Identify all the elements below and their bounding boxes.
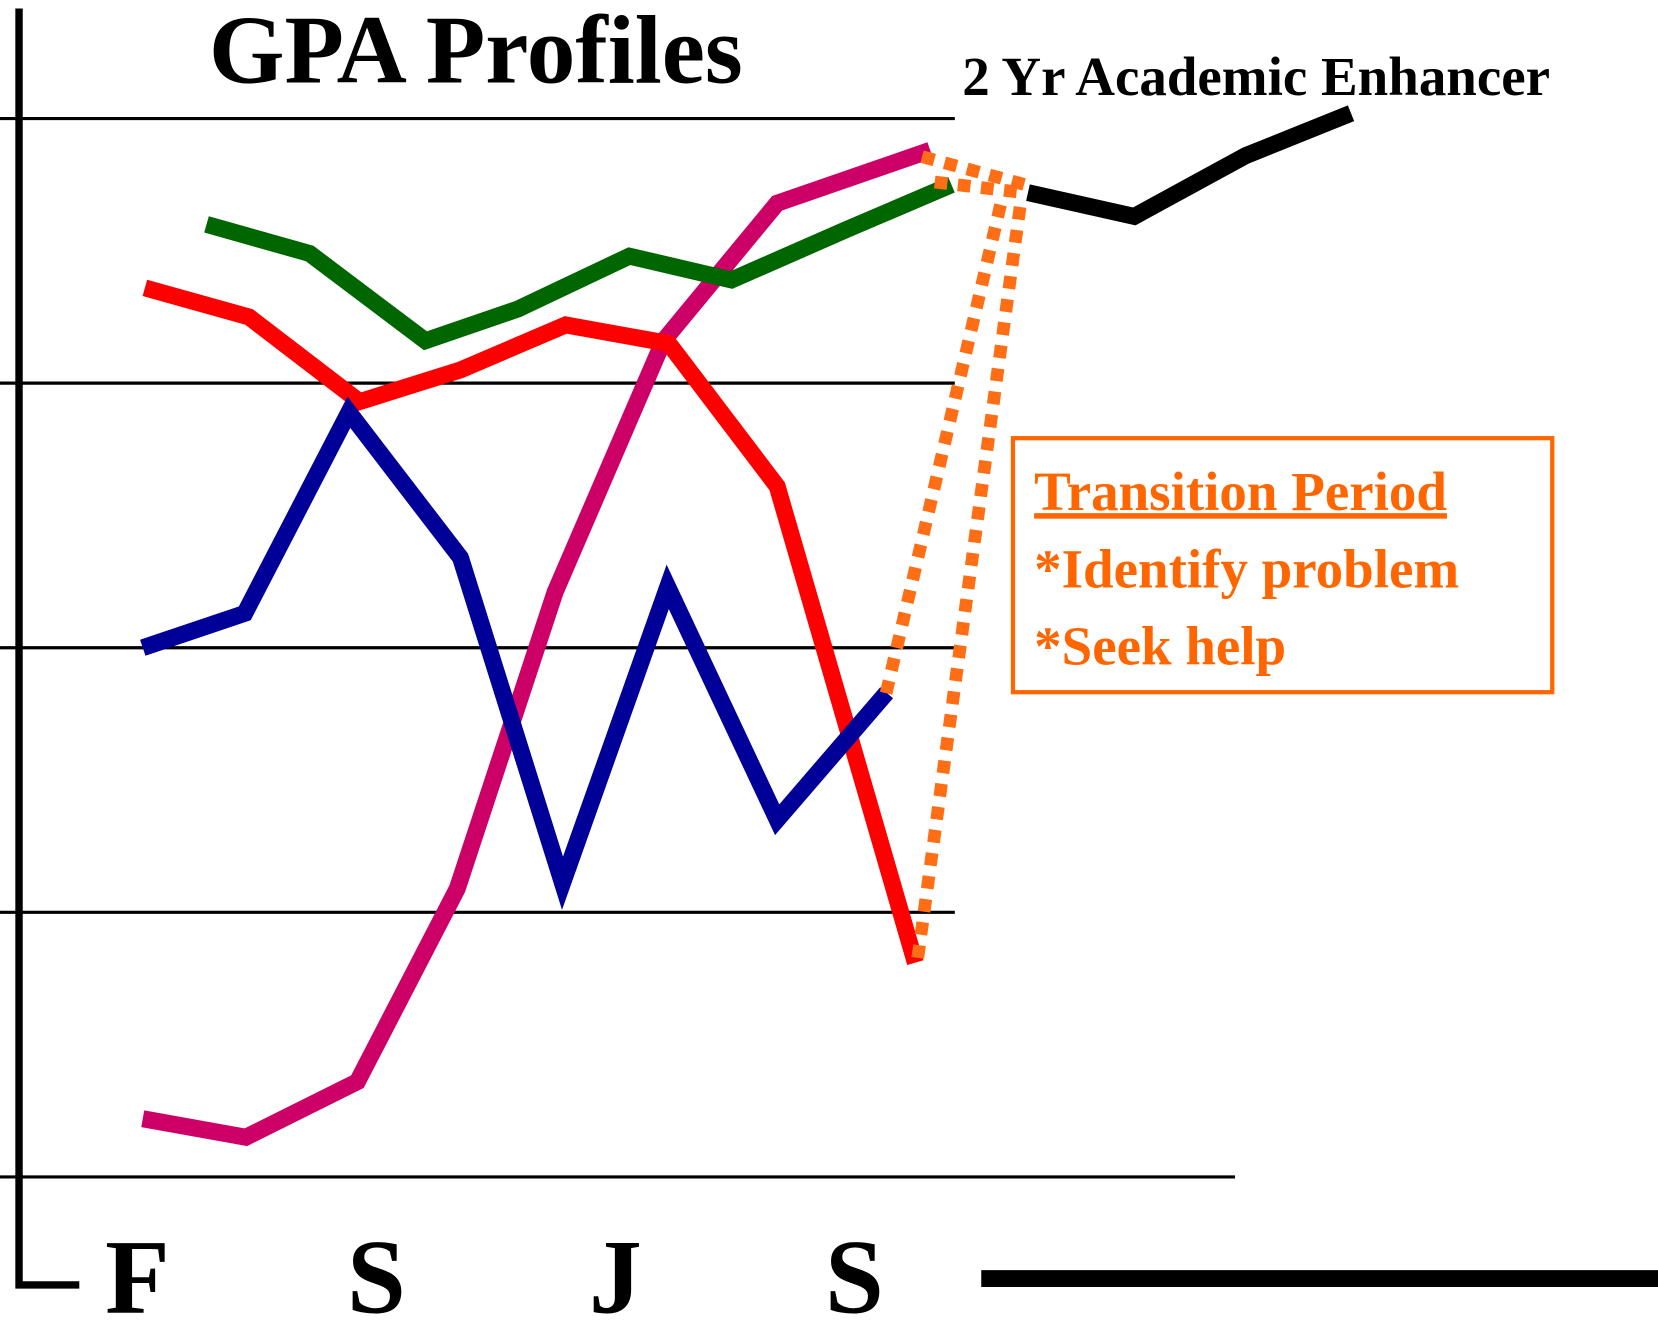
- connector: [920, 150, 1033, 193]
- annotation-line: *Identify problem: [1034, 538, 1459, 599]
- chart-title: GPA Profiles: [209, 0, 743, 105]
- series-line: [1026, 105, 1355, 226]
- annotation-line: *Seek help: [1034, 616, 1286, 677]
- connector: [879, 195, 1009, 695]
- connector: [911, 196, 1028, 959]
- connector: [933, 175, 1025, 199]
- x-tick-label: F: [105, 1218, 170, 1323]
- x-tick-label: S: [347, 1218, 406, 1323]
- series-line: [141, 142, 933, 1147]
- annotation-title: Transition Period: [1034, 461, 1447, 522]
- y-axis: [15, 8, 80, 1289]
- series-line: [204, 176, 955, 351]
- series-line: [140, 396, 894, 910]
- series-line: [142, 279, 924, 965]
- series-label: 2 Yr Academic Enhancer: [962, 46, 1550, 107]
- x-tick-label: S: [825, 1218, 884, 1323]
- annotation-box: [1010, 436, 1555, 695]
- transition-connectors: [879, 150, 1033, 959]
- x-tick-label: J: [589, 1218, 642, 1323]
